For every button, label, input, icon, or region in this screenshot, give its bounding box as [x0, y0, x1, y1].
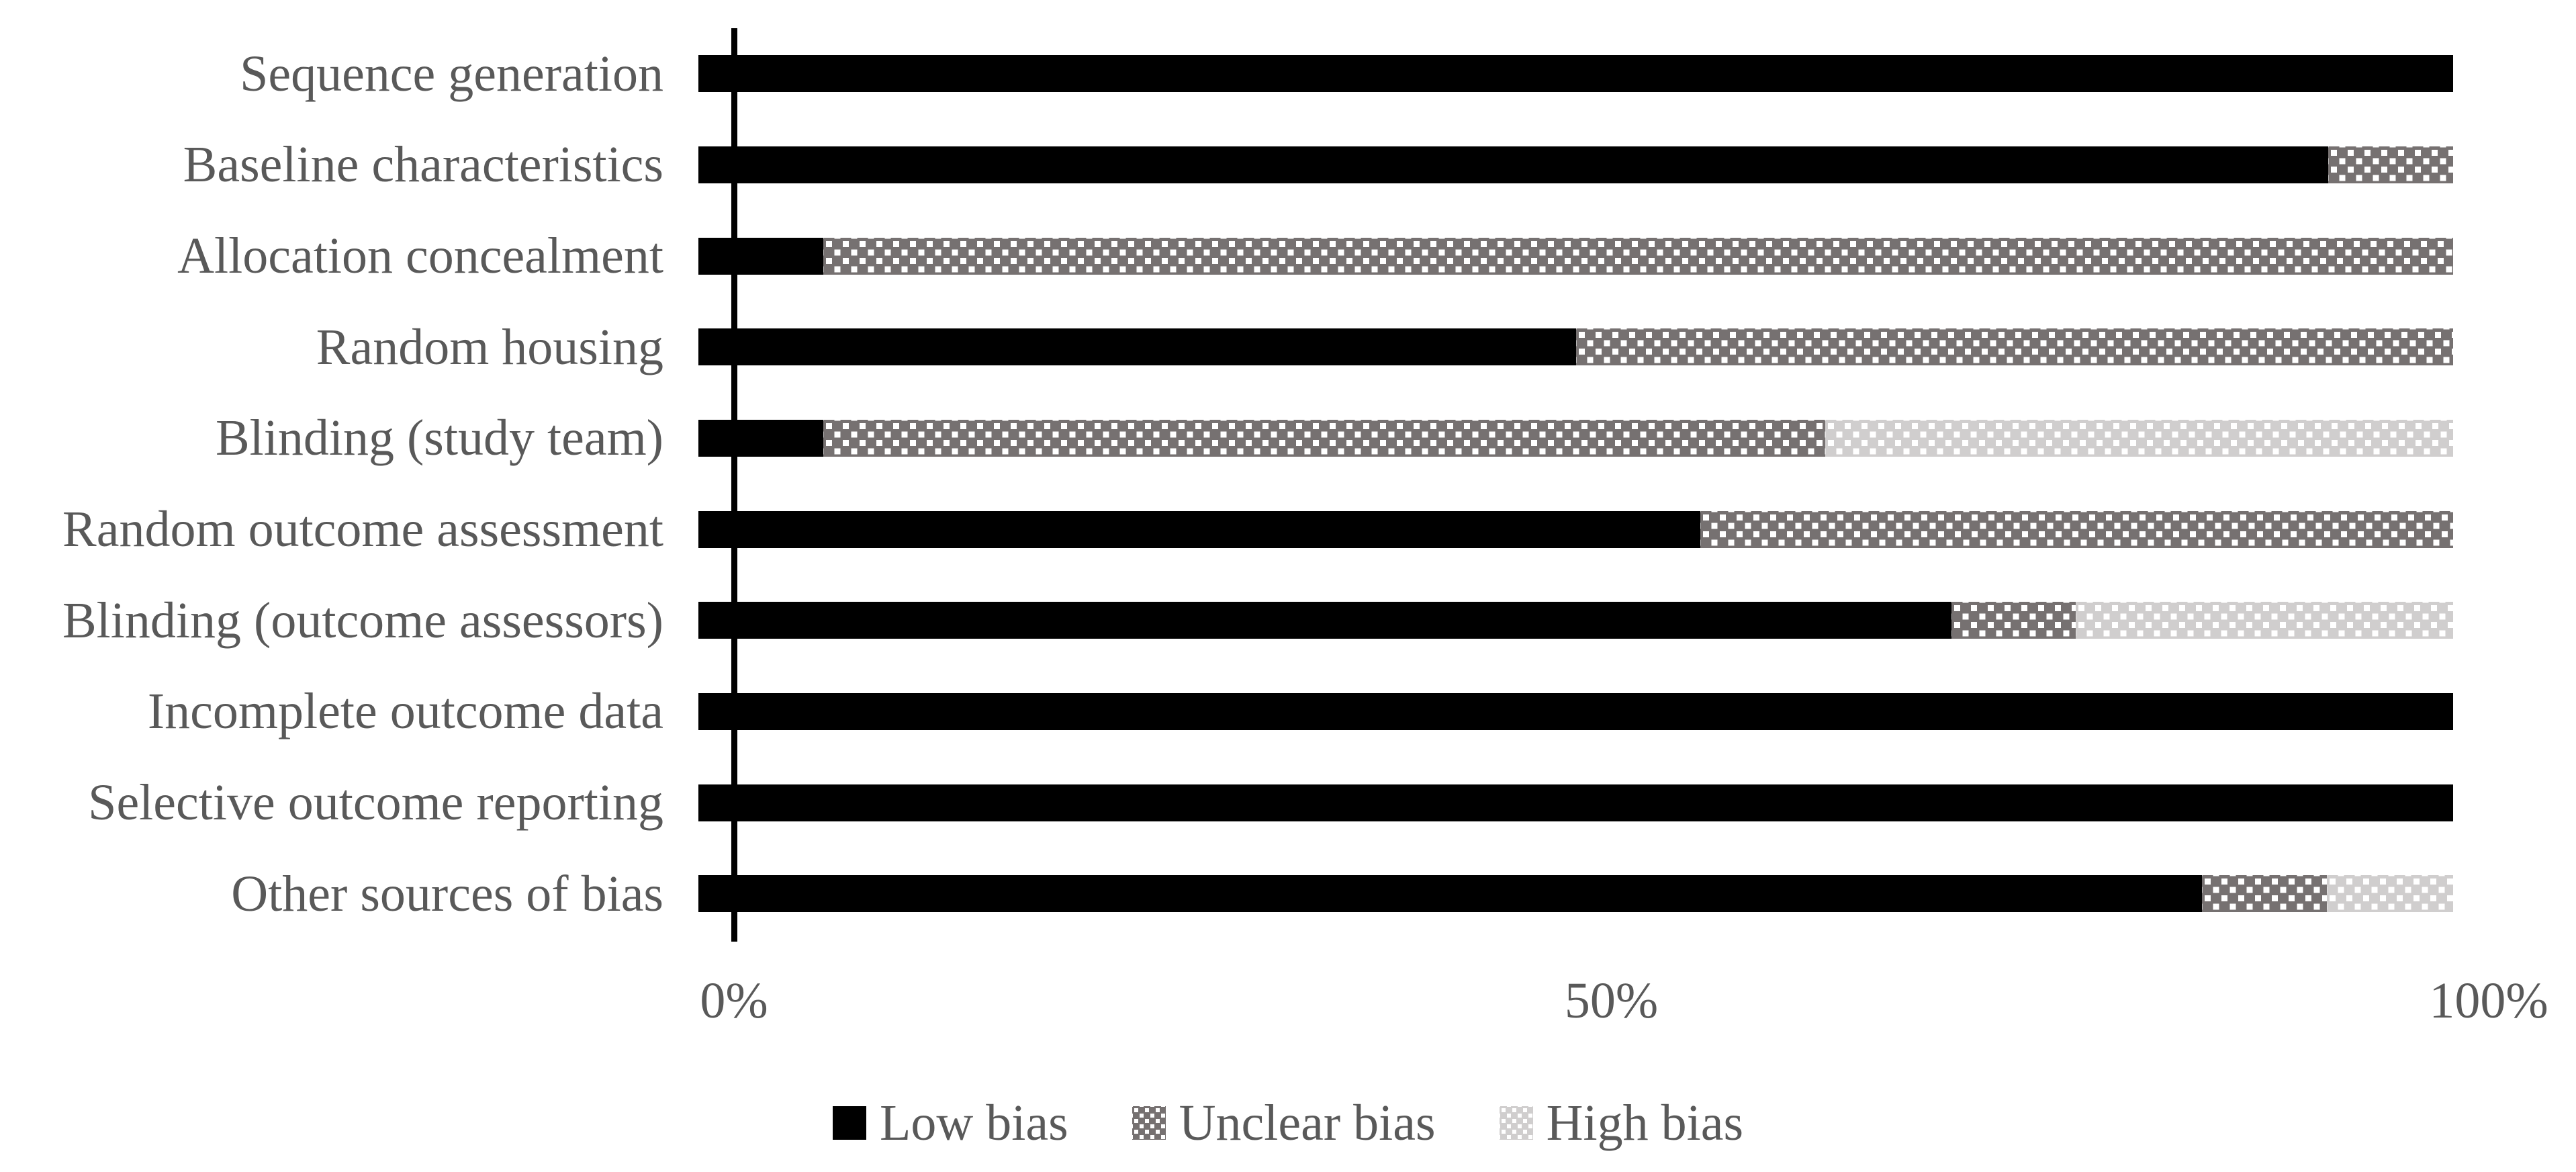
- legend-swatch-high-bias-icon: [1499, 1106, 1533, 1140]
- chart-row-blinding-study-team: Blinding (study team): [0, 393, 2576, 484]
- category-label: Random housing: [316, 318, 663, 375]
- bar-segment-high-bias: [2076, 602, 2453, 639]
- bar-segment-unclear-bias: [1575, 328, 2453, 366]
- bar-segment-low-bias: [698, 510, 1701, 548]
- bar-track: [698, 328, 2453, 366]
- bar-track: [698, 875, 2453, 913]
- bar-track: [698, 784, 2453, 821]
- chart-row-selective-outcome-reporting: Selective outcome reporting: [0, 757, 2576, 848]
- chart-row-random-outcome-assessment: Random outcome assessment: [0, 484, 2576, 575]
- bar-segment-unclear-bias: [823, 237, 2453, 275]
- legend-label: Unclear bias: [1179, 1095, 1436, 1151]
- legend-item-unclear-bias: Unclear bias: [1132, 1097, 1436, 1148]
- bar-track: [698, 237, 2453, 275]
- bar-segment-unclear-bias: [823, 419, 1825, 457]
- bar-segment-unclear-bias: [1700, 510, 2453, 548]
- category-label: Incomplete outcome data: [147, 683, 663, 740]
- y-axis-line: [731, 28, 737, 942]
- bar-segment-low-bias: [698, 419, 823, 457]
- legend-swatch-unclear-bias-icon: [1132, 1106, 1166, 1140]
- bar-track: [698, 146, 2453, 183]
- x-axis-tick-label-0: 0%: [700, 973, 768, 1029]
- chart-row-sequence-generation: Sequence generation: [0, 28, 2576, 120]
- x-axis-tick-labels: 0% 50% 100%: [700, 973, 2548, 1036]
- chart-row-baseline-characteristics: Baseline characteristics: [0, 120, 2576, 211]
- chart-row-random-housing: Random housing: [0, 302, 2576, 393]
- legend-label: Low bias: [879, 1095, 1068, 1151]
- bar-segment-low-bias: [698, 328, 1576, 366]
- bar-segment-low-bias: [698, 602, 1951, 639]
- bar-segment-low-bias: [698, 55, 2453, 93]
- bar-segment-low-bias: [698, 875, 2203, 913]
- bar-segment-low-bias: [698, 692, 2453, 730]
- category-label: Blinding (outcome assessors): [62, 592, 663, 649]
- legend-item-low-bias: Low bias: [832, 1095, 1068, 1151]
- category-label: Selective outcome reporting: [88, 774, 663, 831]
- chart-rows: Sequence generation Baseline characterist…: [0, 28, 2576, 940]
- bar-segment-high-bias: [2326, 875, 2453, 913]
- bar-segment-high-bias: [1825, 419, 2453, 457]
- bar-segment-unclear-bias: [2202, 875, 2327, 913]
- category-label: Blinding (study team): [215, 410, 663, 467]
- category-label: Allocation concealment: [177, 228, 663, 285]
- chart-legend: Low bias Unclear bias High bias: [0, 1097, 2576, 1148]
- category-label: Other sources of bias: [231, 865, 663, 922]
- chart-row-incomplete-outcome-data: Incomplete outcome data: [0, 666, 2576, 758]
- x-axis-tick-label-100: 100%: [2429, 973, 2548, 1029]
- bar-segment-unclear-bias: [1951, 602, 2076, 639]
- bar-track: [698, 55, 2453, 93]
- category-label: Sequence generation: [240, 45, 663, 102]
- bar-track: [698, 602, 2453, 639]
- category-label: Baseline characteristics: [183, 136, 663, 193]
- bar-track: [698, 510, 2453, 548]
- bar-segment-low-bias: [698, 146, 2329, 183]
- category-label: Random outcome assessment: [62, 501, 663, 558]
- chart-row-other-sources-of-bias: Other sources of bias: [0, 848, 2576, 940]
- chart-row-allocation-concealment: Allocation concealment: [0, 210, 2576, 302]
- bar-track: [698, 692, 2453, 730]
- bar-segment-unclear-bias: [2328, 146, 2453, 183]
- legend-swatch-low-bias-icon: [832, 1106, 866, 1140]
- x-axis-tick-label-50: 50%: [1564, 973, 1659, 1029]
- chart-row-blinding-outcome-assessors: Blinding (outcome assessors): [0, 575, 2576, 666]
- legend-item-high-bias: High bias: [1499, 1095, 1744, 1151]
- bar-segment-low-bias: [698, 237, 823, 275]
- bar-track: [698, 419, 2453, 457]
- bar-segment-low-bias: [698, 784, 2453, 821]
- legend-label: High bias: [1546, 1095, 1744, 1151]
